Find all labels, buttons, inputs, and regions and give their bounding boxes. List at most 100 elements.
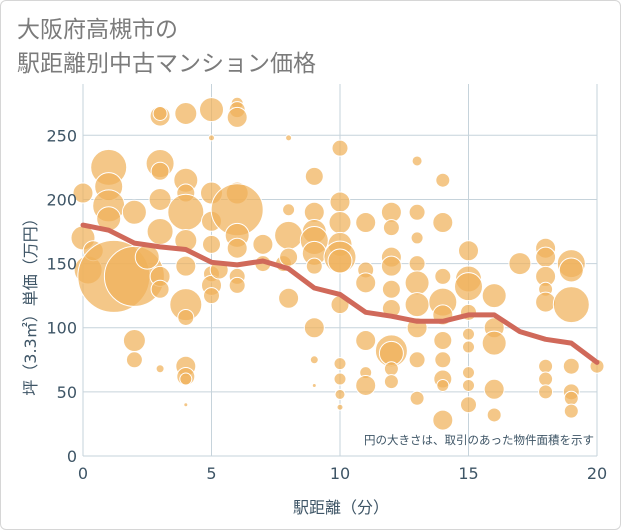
data-bubble <box>458 240 479 262</box>
data-bubble <box>563 403 579 419</box>
data-bubble <box>538 371 554 387</box>
data-bubble <box>327 248 353 274</box>
data-bubble <box>462 340 475 354</box>
data-bubble <box>355 330 377 352</box>
data-bubble <box>355 212 377 234</box>
y-axis-title: 坪（3.3㎡）単価（万円） <box>21 210 40 395</box>
data-bubble <box>538 384 554 400</box>
data-bubble <box>334 388 346 400</box>
data-bubble <box>408 351 426 369</box>
data-bubble <box>125 351 143 369</box>
data-bubble <box>282 203 296 217</box>
data-bubble <box>279 247 299 267</box>
data-bubble <box>122 329 146 353</box>
data-bubble <box>285 134 293 142</box>
data-bubble <box>333 357 347 371</box>
data-bubble <box>535 291 557 313</box>
data-bubble <box>562 357 580 375</box>
data-bubble <box>303 317 325 339</box>
data-bubble <box>336 403 344 411</box>
x-axis-title: 駅距離（分） <box>293 498 389 517</box>
data-bubble <box>538 358 554 374</box>
data-bubble <box>305 257 323 275</box>
data-bubble <box>167 193 205 231</box>
size-annotation: 円の大きさは、取引のあった物件面積を示す <box>364 433 594 447</box>
data-bubble <box>436 378 450 392</box>
data-bubble <box>535 246 557 268</box>
data-bubble <box>481 330 507 356</box>
data-bubble <box>383 361 399 377</box>
data-bubble <box>483 378 505 400</box>
data-bubble <box>552 286 590 324</box>
data-bubble <box>460 396 477 414</box>
y-tick-label: 250 <box>46 126 77 145</box>
data-bubble <box>409 390 425 406</box>
data-bubble <box>226 106 248 128</box>
trend-layer <box>80 222 600 365</box>
data-bubble <box>383 374 399 390</box>
data-bubble <box>404 270 430 296</box>
y-tick-label: 50 <box>57 383 77 402</box>
x-tick-label: 15 <box>458 464 478 483</box>
data-bubble <box>252 233 274 255</box>
data-bubble <box>278 287 300 309</box>
x-tick-label: 5 <box>206 464 216 483</box>
data-bubble <box>328 211 352 235</box>
data-bubble <box>226 237 248 259</box>
data-bubble <box>228 276 246 294</box>
data-bubble <box>202 234 221 254</box>
data-bubble <box>454 272 483 302</box>
data-bubble <box>179 372 193 386</box>
data-bubble <box>355 374 377 396</box>
data-bubble <box>481 283 507 309</box>
data-bubble <box>434 267 452 285</box>
data-bubble <box>203 287 220 305</box>
data-bubble <box>311 382 317 388</box>
x-tick-label: 20 <box>587 464 607 483</box>
data-bubble <box>355 272 377 294</box>
y-tick-label: 0 <box>67 447 77 466</box>
data-bubble <box>72 182 94 204</box>
x-tick-label: 10 <box>330 464 350 483</box>
data-bubble <box>432 409 454 431</box>
y-tick-label: 150 <box>46 255 77 274</box>
data-bubble <box>155 364 165 374</box>
data-bubble <box>309 355 319 365</box>
y-tick-label: 100 <box>46 319 77 338</box>
trend-line <box>80 222 600 365</box>
data-bubble <box>150 279 170 299</box>
data-bubble <box>274 220 304 250</box>
data-bubble <box>411 155 423 167</box>
data-bubble <box>380 255 402 277</box>
data-bubble <box>333 372 347 386</box>
data-bubble <box>331 139 349 157</box>
data-bubble <box>208 134 215 142</box>
y-tick-label: 200 <box>46 190 77 209</box>
data-bubble <box>199 97 224 123</box>
data-bubble <box>435 172 451 188</box>
data-bubble <box>404 292 430 318</box>
chart-title-line2: 駅距離別中古マンション価格 <box>17 51 316 77</box>
data-bubble <box>381 279 401 299</box>
chart-title: 大阪府高槻市の 駅距離別中古マンション価格 <box>17 13 316 81</box>
data-bubble <box>408 255 426 273</box>
data-bubble <box>146 218 174 246</box>
data-bubble <box>462 378 475 392</box>
data-bubble <box>486 407 502 423</box>
data-bubble <box>563 390 579 406</box>
data-bubble <box>434 351 452 369</box>
data-bubble <box>304 166 324 186</box>
data-bubble <box>174 102 198 126</box>
data-bubble <box>462 366 475 380</box>
data-bubble <box>410 231 424 245</box>
data-bubble <box>408 203 426 221</box>
data-bubble <box>558 257 584 283</box>
data-bubble <box>433 331 453 351</box>
data-bubble <box>134 244 160 270</box>
x-tick-label: 0 <box>78 464 88 483</box>
chart-title-line1: 大阪府高槻市の <box>17 17 178 43</box>
data-bubble <box>462 327 475 341</box>
data-bubble <box>150 161 170 181</box>
